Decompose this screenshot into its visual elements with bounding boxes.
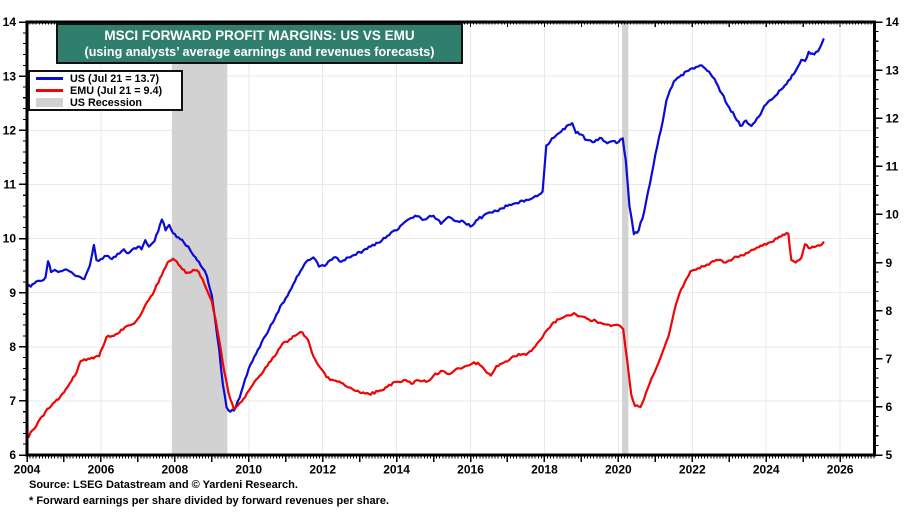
y-axis-right-label: 6 <box>886 400 893 414</box>
legend-label-emu: EMU (Jul 21 = 9.4) <box>70 84 163 97</box>
axis-frame <box>25 20 876 457</box>
y-axis-right-label: 10 <box>886 208 900 222</box>
y-axis-right-label: 12 <box>886 111 900 125</box>
chart-title: MSCI FORWARD PROFIT MARGINS: US VS EMU <box>104 28 415 43</box>
y-axis-right-label: 9 <box>886 256 893 270</box>
x-axis-label: 2016 <box>457 463 484 477</box>
x-axis-label: 2022 <box>679 463 706 477</box>
x-axis-label: 2024 <box>753 463 780 477</box>
y-axis-left-label: 9 <box>9 286 16 300</box>
x-axis-label: 2014 <box>383 463 410 477</box>
recession-swatch <box>36 98 63 107</box>
recession-band <box>622 22 629 455</box>
x-axis-label: 2006 <box>88 463 115 477</box>
chart-subtitle: (using analysts’ average earnings and re… <box>84 45 435 59</box>
x-axis-label: 2018 <box>531 463 558 477</box>
y-axis-left-label: 7 <box>9 394 16 408</box>
footnote-text: * Forward earnings per share divided by … <box>29 495 390 507</box>
x-axis-label: 2026 <box>827 463 854 477</box>
x-axis-label: 2020 <box>605 463 632 477</box>
legend-item-emu: EMU (Jul 21 = 9.4) <box>36 85 181 97</box>
x-axis-label: 2012 <box>309 463 336 477</box>
y-axis-left-label: 8 <box>9 340 16 354</box>
source-text: Source: LSEG Datastream and © Yardeni Re… <box>29 479 298 491</box>
x-axis-label: 2008 <box>161 463 188 477</box>
chart-title-box: MSCI FORWARD PROFIT MARGINS: US VS EMU (… <box>56 23 463 64</box>
y-axis-left-label: 11 <box>3 178 16 192</box>
y-axis-left-label: 14 <box>3 15 17 29</box>
y-axis-right-label: 5 <box>886 448 893 462</box>
x-axis-label: 2004 <box>14 463 41 477</box>
y-axis-left-label: 12 <box>3 123 17 137</box>
us-line-swatch <box>36 77 63 80</box>
us-series-line <box>25 38 825 413</box>
y-axis-right-label: 13 <box>886 63 900 77</box>
legend: US (Jul 21 = 13.7) EMU (Jul 21 = 9.4) US… <box>28 70 183 111</box>
legend-label-us: US (Jul 21 = 13.7) <box>70 72 160 85</box>
y-axis-right-label: 14 <box>886 15 900 29</box>
y-axis-left-label: 13 <box>3 69 17 83</box>
y-axis-left-label: 6 <box>9 448 16 462</box>
emu-line-swatch <box>36 89 63 92</box>
legend-label-recession: US Recession <box>70 96 143 109</box>
emu-series-line <box>25 231 825 440</box>
y-axis-right-label: 11 <box>886 160 899 174</box>
y-axis-left-label: 10 <box>3 232 17 246</box>
legend-item-us: US (Jul 21 = 13.7) <box>36 73 181 85</box>
x-axis-label: 2010 <box>235 463 262 477</box>
legend-item-recession: US Recession <box>36 97 181 109</box>
y-axis-right-label: 7 <box>886 352 893 366</box>
y-axis-right-label: 8 <box>886 304 893 318</box>
